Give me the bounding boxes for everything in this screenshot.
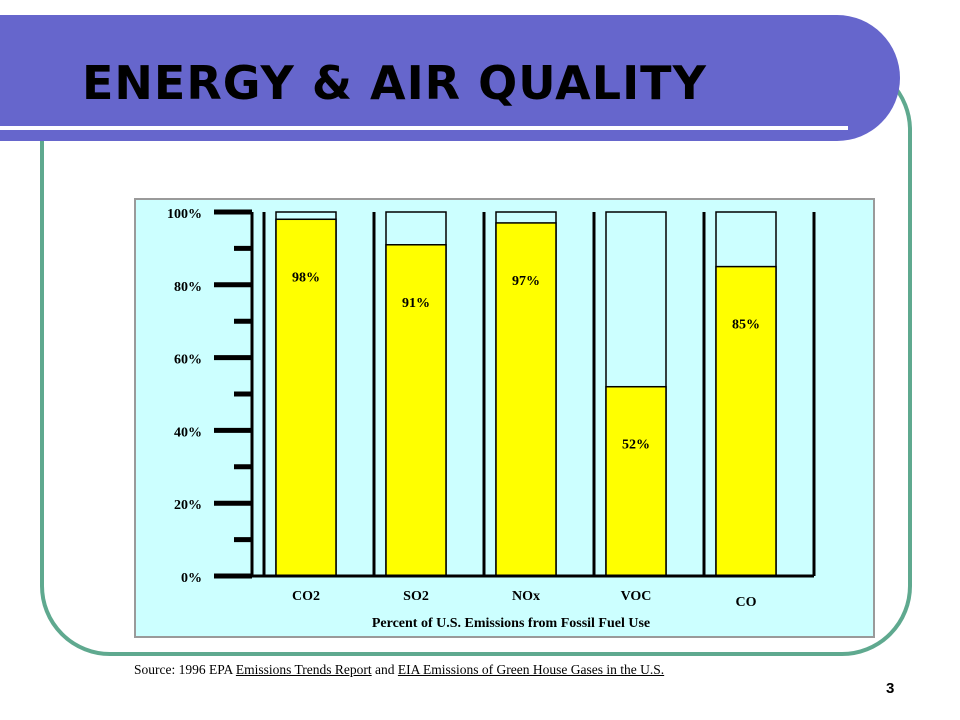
bar-series [252,211,816,578]
y-tick-label: 20% [174,498,202,513]
bar-co [715,265,777,577]
source-link-eia[interactable]: EIA Emissions of Green House Gases in th… [397,662,665,677]
y-tick-label: 40% [174,425,202,440]
value-label-co: 85% [732,318,760,333]
source-link-trends-report[interactable]: Emissions Trends Report [235,662,372,677]
x-axis-title: Percent of U.S. Emissions from Fossil Fu… [372,616,650,631]
slide-title: ENERGY & AIR QUALITY [82,56,707,110]
x-tick-label-so2: SO2 [403,589,429,604]
value-label-nox: 97% [512,274,540,289]
y-tick-label: 100% [167,207,202,222]
page-number: 3 [886,680,895,697]
chart-panel: 0% 20% 40% 60% 80% 100% 98% 91% 97% 52% 85% CO2 SO… [134,198,875,638]
x-tick-label-co: CO [736,595,757,610]
value-label-so2: 91% [402,296,430,311]
bar-nox [495,222,557,577]
source-prefix: Source: 1996 EPA [134,662,236,677]
title-underline [0,126,848,130]
bar-voc [605,385,667,577]
bar-chart: 0% 20% 40% 60% 80% 100% 98% 91% 97% 52% 85% CO2 SO… [167,207,816,631]
value-label-voc: 52% [622,438,650,453]
value-labels: 98% 91% 97% 52% 85% [292,270,760,452]
y-axis-ticks: 0% 20% 40% 60% 80% 100% [167,207,254,586]
source-note: Source: 1996 EPA Emissions Trends Report… [134,662,664,678]
y-tick-label: 60% [174,353,202,368]
y-tick-label: 80% [174,280,202,295]
y-tick-label: 0% [181,571,202,586]
source-middle: and [371,662,398,677]
x-tick-label-nox: NOx [512,589,540,604]
bar-so2 [385,244,447,577]
x-tick-label-co2: CO2 [292,589,320,604]
x-tick-label-voc: VOC [621,589,652,604]
bar-co2 [275,218,337,577]
title-band [0,15,900,141]
x-axis-categories: CO2 SO2 NOx VOC CO [292,589,757,610]
value-label-co2: 98% [292,270,320,285]
